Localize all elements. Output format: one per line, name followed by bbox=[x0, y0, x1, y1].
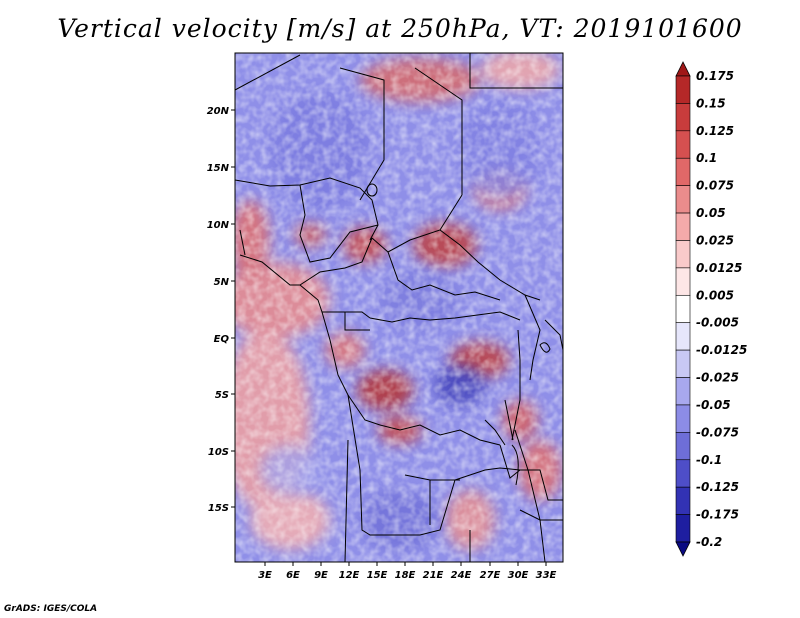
colorbar-label: -0.025 bbox=[696, 371, 739, 385]
colorbar-swatch bbox=[675, 185, 691, 214]
lon-label: 15E bbox=[367, 570, 388, 581]
lat-axis bbox=[231, 109, 235, 508]
colorbar-label: -0.125 bbox=[696, 480, 739, 494]
colorbar-label: -0.175 bbox=[696, 508, 739, 522]
chart-title: Vertical velocity [m/s] at 250hPa, VT: 2… bbox=[57, 14, 743, 43]
lat-label: EQ bbox=[214, 334, 230, 345]
lon-label: 18E bbox=[395, 570, 416, 581]
colorbar-label: 0.05 bbox=[696, 206, 726, 220]
colorbar-arrow-bottom bbox=[675, 541, 691, 557]
map-frame bbox=[234, 52, 564, 563]
colorbar-label: 0.125 bbox=[696, 124, 734, 138]
colorbar-swatch bbox=[675, 377, 691, 406]
colorbar-label: 0.005 bbox=[696, 288, 734, 302]
lat-label: 15S bbox=[208, 503, 229, 514]
lon-axis bbox=[264, 562, 547, 566]
colorbar-label: 0.15 bbox=[696, 96, 726, 110]
colorbar-label: 0.075 bbox=[696, 179, 734, 193]
lat-label: 15N bbox=[207, 163, 230, 174]
colorbar-swatch bbox=[675, 486, 691, 515]
colorbar-label: -0.1 bbox=[696, 453, 722, 467]
colorbar-label: 0.175 bbox=[696, 69, 734, 83]
lat-label: 10S bbox=[208, 447, 229, 458]
lon-label: 12E bbox=[339, 570, 360, 581]
colorbar-label: 0.0125 bbox=[696, 261, 742, 275]
lon-label: 21E bbox=[423, 570, 444, 581]
lon-label: 9E bbox=[314, 570, 328, 581]
lon-label: 6E bbox=[286, 570, 300, 581]
colorbar-label: -0.0125 bbox=[696, 343, 747, 357]
colorbar-label: -0.005 bbox=[696, 316, 739, 330]
colorbar-swatch bbox=[675, 212, 691, 241]
colorbar-swatch bbox=[675, 130, 691, 159]
colorbar-swatch bbox=[675, 267, 691, 296]
lat-label: 5N bbox=[214, 277, 230, 288]
lat-label: 10N bbox=[207, 220, 230, 231]
lon-label: 3E bbox=[258, 570, 272, 581]
colorbar-swatch bbox=[675, 75, 691, 104]
colorbar-label: -0.075 bbox=[696, 425, 739, 439]
colorbar-label: -0.05 bbox=[696, 398, 731, 412]
credit-label: GrADS: IGES/COLA bbox=[4, 604, 98, 614]
lat-label: 5S bbox=[215, 390, 229, 401]
lon-label: 24E bbox=[451, 570, 472, 581]
colorbar-swatch bbox=[675, 103, 691, 132]
colorbar-label: 0.1 bbox=[696, 151, 717, 165]
lon-label: 30E bbox=[508, 570, 529, 581]
velocity-field bbox=[235, 53, 563, 562]
lat-label: 20N bbox=[207, 106, 230, 117]
colorbar-swatch bbox=[675, 157, 691, 186]
colorbar-label: 0.025 bbox=[696, 233, 734, 247]
colorbar-swatch bbox=[675, 404, 691, 433]
colorbar-arrow-top bbox=[675, 61, 691, 77]
colorbar-swatch bbox=[675, 514, 691, 543]
colorbar-swatch bbox=[675, 294, 691, 324]
colorbar-swatch bbox=[675, 432, 691, 461]
colorbar-label: -0.2 bbox=[696, 535, 722, 549]
colorbar: 0.175 0.15 0.125 0.1 0.075 0.05 0.025 0.0125 0.0… bbox=[675, 61, 747, 557]
colorbar-swatch bbox=[675, 322, 691, 351]
colorbar-swatch bbox=[675, 459, 691, 488]
lon-label: 27E bbox=[480, 570, 501, 581]
colorbar-swatch bbox=[675, 349, 691, 378]
lon-label: 33E bbox=[536, 570, 557, 581]
colorbar-swatch bbox=[675, 240, 691, 269]
